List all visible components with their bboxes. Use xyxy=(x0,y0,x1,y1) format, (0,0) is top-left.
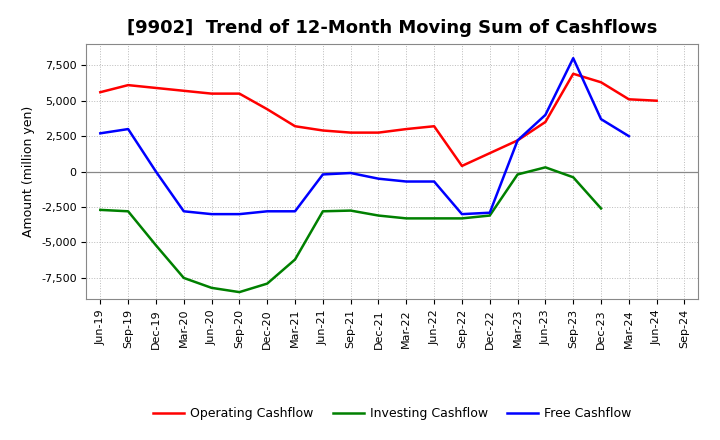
Investing Cashflow xyxy=(207,285,216,290)
Operating Cashflow xyxy=(207,91,216,96)
Free Cashflow xyxy=(485,210,494,215)
Operating Cashflow xyxy=(179,88,188,93)
Investing Cashflow xyxy=(124,209,132,214)
Free Cashflow xyxy=(569,55,577,61)
Investing Cashflow xyxy=(291,257,300,262)
Operating Cashflow xyxy=(569,71,577,77)
Investing Cashflow xyxy=(346,208,355,213)
Free Cashflow xyxy=(235,212,243,217)
Free Cashflow xyxy=(152,169,161,174)
Investing Cashflow xyxy=(485,213,494,218)
Free Cashflow xyxy=(458,212,467,217)
Free Cashflow xyxy=(541,112,550,117)
Operating Cashflow xyxy=(96,90,104,95)
Investing Cashflow xyxy=(597,206,606,211)
Free Cashflow xyxy=(263,209,271,214)
Investing Cashflow xyxy=(458,216,467,221)
Free Cashflow xyxy=(207,212,216,217)
Free Cashflow xyxy=(96,131,104,136)
Investing Cashflow xyxy=(569,175,577,180)
Free Cashflow xyxy=(402,179,410,184)
Investing Cashflow xyxy=(374,213,383,218)
Operating Cashflow xyxy=(485,150,494,156)
Line: Free Cashflow: Free Cashflow xyxy=(100,58,629,214)
Free Cashflow xyxy=(430,179,438,184)
Operating Cashflow xyxy=(346,130,355,135)
Investing Cashflow xyxy=(513,172,522,177)
Free Cashflow xyxy=(318,172,327,177)
Operating Cashflow xyxy=(235,91,243,96)
Free Cashflow xyxy=(346,170,355,176)
Operating Cashflow xyxy=(152,85,161,91)
Investing Cashflow xyxy=(152,243,161,248)
Title: [9902]  Trend of 12-Month Moving Sum of Cashflows: [9902] Trend of 12-Month Moving Sum of C… xyxy=(127,19,657,37)
Operating Cashflow xyxy=(597,80,606,85)
Investing Cashflow xyxy=(179,275,188,281)
Operating Cashflow xyxy=(374,130,383,135)
Investing Cashflow xyxy=(96,207,104,213)
Operating Cashflow xyxy=(513,138,522,143)
Legend: Operating Cashflow, Investing Cashflow, Free Cashflow: Operating Cashflow, Investing Cashflow, … xyxy=(148,403,636,425)
Investing Cashflow xyxy=(318,209,327,214)
Operating Cashflow xyxy=(458,163,467,169)
Free Cashflow xyxy=(624,133,633,139)
Operating Cashflow xyxy=(291,124,300,129)
Free Cashflow xyxy=(374,176,383,181)
Operating Cashflow xyxy=(652,98,661,103)
Line: Operating Cashflow: Operating Cashflow xyxy=(100,74,657,166)
Free Cashflow xyxy=(291,209,300,214)
Investing Cashflow xyxy=(541,165,550,170)
Free Cashflow xyxy=(179,209,188,214)
Operating Cashflow xyxy=(402,126,410,132)
Operating Cashflow xyxy=(263,106,271,112)
Free Cashflow xyxy=(597,117,606,122)
Investing Cashflow xyxy=(430,216,438,221)
Operating Cashflow xyxy=(541,119,550,125)
Operating Cashflow xyxy=(624,97,633,102)
Line: Investing Cashflow: Investing Cashflow xyxy=(100,167,601,292)
Operating Cashflow xyxy=(124,82,132,88)
Investing Cashflow xyxy=(263,281,271,286)
Free Cashflow xyxy=(513,138,522,143)
Free Cashflow xyxy=(124,126,132,132)
Operating Cashflow xyxy=(318,128,327,133)
Y-axis label: Amount (million yen): Amount (million yen) xyxy=(22,106,35,237)
Operating Cashflow xyxy=(430,124,438,129)
Investing Cashflow xyxy=(402,216,410,221)
Investing Cashflow xyxy=(235,290,243,295)
